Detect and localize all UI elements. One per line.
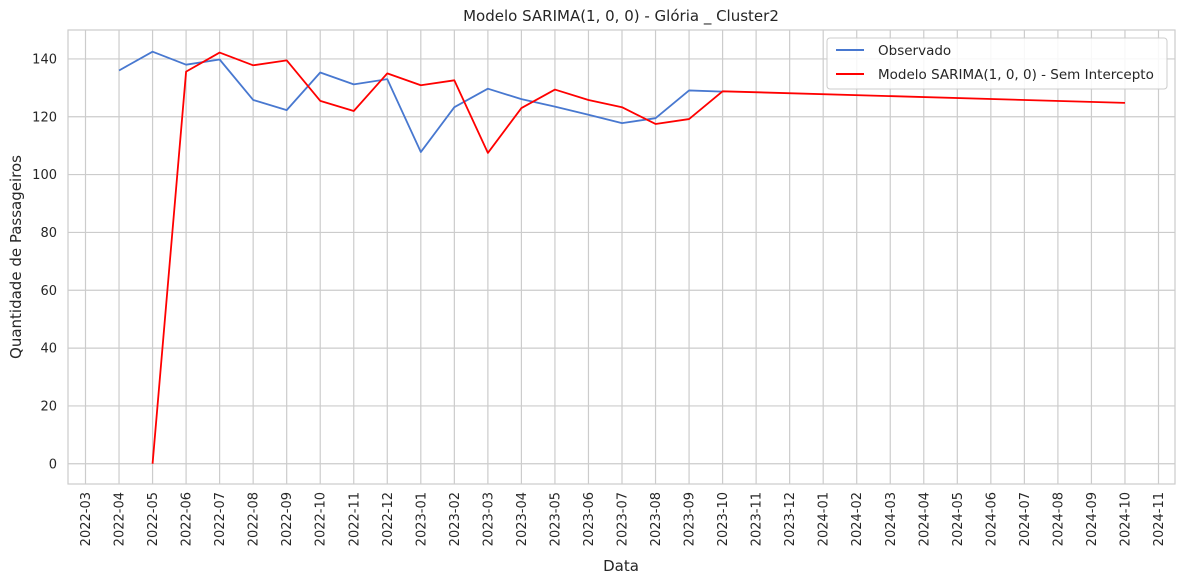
x-tick-label: 2022-05 [146,492,161,546]
x-tick-label: 2023-05 [548,492,563,546]
chart-title: Modelo SARIMA(1, 0, 0) - Glória _ Cluste… [463,7,779,26]
plot-frame [67,29,1176,485]
x-tick-label: 2022-08 [247,492,262,546]
y-tick-label: 120 [32,110,57,125]
x-tick-label: 2024-06 [984,492,999,546]
x-tick-label: 2024-02 [850,492,865,546]
x-tick-label: 2024-08 [1051,492,1066,546]
series-group [118,50,1125,464]
x-tick-label: 2024-07 [1018,492,1033,546]
y-tick-label: 80 [40,226,57,241]
y-tick-label: 100 [32,168,57,183]
legend-label-observado: Observado [878,43,951,59]
x-tick-label: 2024-10 [1118,492,1133,546]
x-tick-label: 2022-06 [180,492,195,546]
grid [68,30,1175,484]
x-tick-label: 2024-03 [884,492,899,546]
x-tick-label: 2023-07 [616,492,631,546]
y-tick-labels: 0 20 40 60 80 100 120 140 [32,52,57,472]
x-tick-label: 2023-10 [716,492,731,546]
x-tick-label: 2023-09 [683,492,698,546]
y-tick-label: 0 [49,457,57,472]
x-tick-label: 2024-11 [1152,492,1167,546]
y-tick-label: 60 [40,284,57,299]
x-tick-label: 2023-01 [414,492,429,546]
y-tick-label: 140 [32,52,57,67]
x-tick-label: 2023-12 [783,492,798,546]
x-tick-label: 2022-11 [347,492,362,546]
y-tick-label: 40 [40,342,57,357]
y-axis-title: Quantidade de Passageiros [7,155,25,359]
x-tick-label: 2023-06 [582,492,597,546]
x-tick-label: 2022-04 [113,492,128,546]
x-tick-label: 2023-03 [481,492,496,546]
legend-label-sarima: Modelo SARIMA(1, 0, 0) - Sem Intercepto [878,67,1154,83]
x-tick-label: 2022-12 [381,492,396,546]
x-tick-label: 2022-07 [213,492,228,546]
x-tick-label: 2024-04 [917,492,932,546]
x-axis-title: Data [603,557,639,575]
x-tick-label: 2023-02 [448,492,463,546]
x-tick-label: 2023-08 [649,492,664,546]
x-tick-label: 2022-10 [314,492,329,546]
x-tick-label: 2023-11 [750,492,765,546]
x-tick-label: 2022-03 [79,492,94,546]
legend: Observado Modelo SARIMA(1, 0, 0) - Sem I… [826,37,1168,90]
x-tick-label: 2024-05 [951,492,966,546]
y-tick-label: 20 [40,399,57,414]
x-tick-label: 2024-09 [1085,492,1100,546]
x-tick-labels: 2022-03 2022-04 2022-05 2022-06 2022-07 2022-… [79,492,1167,546]
x-tick-label: 2023-04 [515,492,530,546]
legend-box [826,37,1168,90]
x-tick-label: 2022-09 [280,492,295,546]
x-tick-label: 2024-01 [817,492,832,546]
